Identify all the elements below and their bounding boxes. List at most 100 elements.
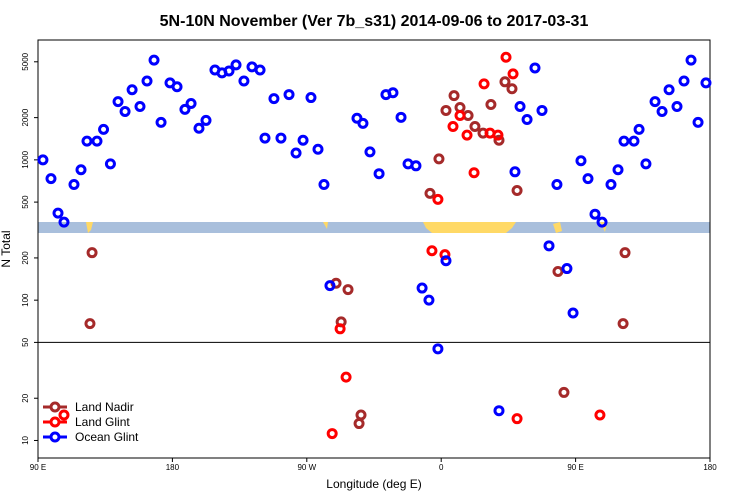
x-tick-label: 180 — [703, 463, 717, 472]
point — [342, 284, 354, 296]
legend-label: Land Nadir — [75, 400, 134, 414]
point — [230, 59, 242, 71]
point — [98, 123, 110, 135]
point — [179, 103, 191, 115]
point — [552, 266, 564, 278]
point — [649, 96, 661, 108]
point — [575, 155, 587, 167]
point — [506, 83, 518, 95]
point — [357, 117, 369, 129]
point — [433, 153, 445, 165]
point — [75, 164, 87, 176]
y-tick-label: 200 — [21, 251, 30, 265]
point — [558, 386, 570, 398]
point — [439, 249, 451, 261]
point — [91, 135, 103, 147]
point — [126, 84, 138, 96]
point — [355, 409, 367, 421]
x-tick-label: 90 W — [297, 463, 316, 472]
point — [275, 132, 287, 144]
point — [84, 318, 96, 330]
point — [171, 81, 183, 93]
point — [86, 247, 98, 259]
point — [671, 101, 683, 113]
chart-title: 5N-10N November (Ver 7b_s31) 2014-09-06 … — [160, 13, 589, 30]
point — [259, 132, 271, 144]
point — [155, 116, 167, 128]
point — [561, 263, 573, 275]
map-strip — [38, 222, 710, 233]
point — [478, 78, 490, 90]
point — [663, 84, 675, 96]
point — [448, 90, 460, 102]
point — [223, 65, 235, 77]
point — [119, 106, 131, 118]
x-tick-label: 90 E — [30, 463, 46, 472]
point — [511, 413, 523, 425]
point — [297, 134, 309, 146]
point — [440, 255, 452, 267]
point — [432, 343, 444, 355]
point — [318, 179, 330, 191]
point — [628, 135, 640, 147]
legend-label: Land Glint — [75, 415, 130, 429]
point — [692, 116, 704, 128]
point — [536, 104, 548, 116]
point — [254, 64, 266, 76]
x-tick-label: 180 — [166, 463, 180, 472]
point — [596, 216, 608, 228]
y-tick-label: 1000 — [21, 150, 30, 168]
point — [81, 135, 93, 147]
point — [305, 92, 317, 104]
y-axis-label: N Total — [0, 230, 13, 267]
y-tick-label: 2000 — [21, 108, 30, 126]
point — [507, 68, 519, 80]
point — [589, 208, 601, 220]
point — [619, 247, 631, 259]
point — [685, 54, 697, 66]
legend-marker — [49, 431, 61, 443]
y-tick-label: 50 — [21, 337, 30, 346]
point — [612, 164, 624, 176]
point — [373, 168, 385, 180]
point — [193, 122, 205, 134]
point — [656, 106, 668, 118]
legend-marker — [49, 401, 61, 413]
point — [485, 99, 497, 111]
point — [353, 418, 365, 430]
point — [410, 160, 422, 172]
point — [340, 371, 352, 383]
point — [440, 104, 452, 116]
point — [499, 76, 511, 88]
point — [141, 75, 153, 87]
point — [290, 147, 302, 159]
point — [334, 323, 346, 335]
point — [364, 146, 376, 158]
point — [493, 405, 505, 417]
point — [324, 280, 336, 292]
point — [469, 120, 481, 132]
y-tick-label: 5000 — [21, 52, 30, 70]
point — [423, 294, 435, 306]
point — [493, 134, 505, 146]
y-tick-label: 10 — [21, 435, 30, 444]
point — [238, 75, 250, 87]
legend-marker — [49, 416, 61, 428]
point — [148, 54, 160, 66]
point — [424, 187, 436, 199]
point — [134, 101, 146, 113]
point — [529, 62, 541, 74]
point — [395, 111, 407, 123]
point — [509, 166, 521, 178]
plot-frame — [37, 39, 711, 459]
point — [104, 158, 116, 170]
point — [58, 409, 70, 421]
x-axis-label: Longitude (deg E) — [326, 477, 421, 491]
point — [567, 307, 579, 319]
point — [640, 158, 652, 170]
point — [68, 179, 80, 191]
point — [514, 101, 526, 113]
point — [500, 51, 512, 63]
legend-label: Ocean Glint — [75, 430, 139, 444]
